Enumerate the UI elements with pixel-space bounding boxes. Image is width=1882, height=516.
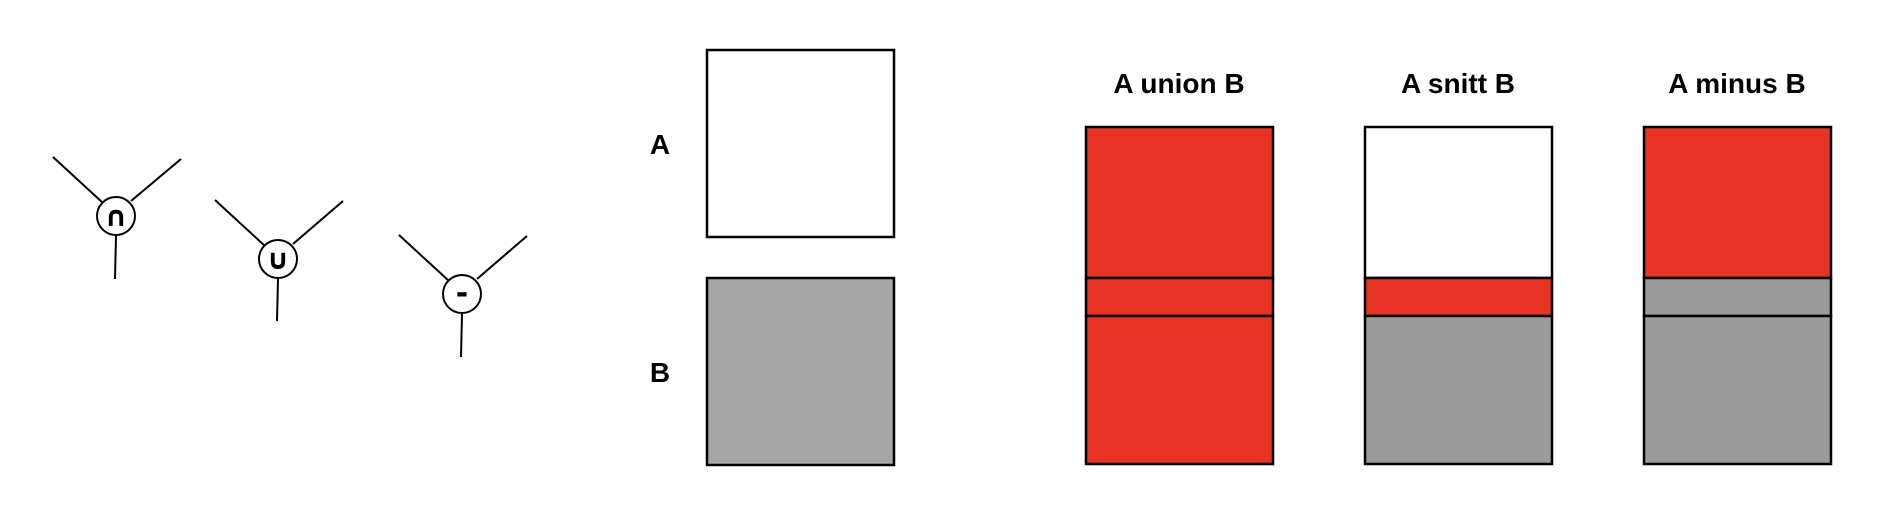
result-segment-middle bbox=[1084, 276, 1275, 318]
result-title: A snitt B bbox=[1401, 68, 1515, 99]
union-icon: ∪ bbox=[267, 243, 290, 276]
result-intersection: A snitt B bbox=[1363, 68, 1554, 466]
result-minus: A minus B bbox=[1642, 68, 1833, 466]
result-title: A union B bbox=[1113, 68, 1244, 99]
operator-node-intersection: ∩ bbox=[52, 156, 182, 280]
input-edge-left bbox=[52, 156, 104, 204]
output-edge-right bbox=[476, 235, 528, 280]
set-b-label: B bbox=[650, 357, 670, 388]
result-segment-bottom bbox=[1642, 314, 1833, 466]
minus-icon: - bbox=[456, 276, 468, 311]
input-edge-left bbox=[398, 234, 450, 282]
operator-node-minus: - bbox=[398, 234, 528, 358]
operator-node-union: ∪ bbox=[214, 199, 344, 322]
result-segment-top bbox=[1642, 125, 1833, 280]
operator-circle bbox=[96, 196, 136, 236]
input-edge-right bbox=[130, 158, 182, 202]
result-title: A minus B bbox=[1668, 68, 1805, 99]
input-sets: A B bbox=[650, 48, 896, 467]
set-b-box bbox=[705, 276, 896, 467]
output-edge bbox=[276, 278, 279, 322]
input-edge-left bbox=[214, 199, 266, 247]
result-segment-middle bbox=[1363, 276, 1554, 318]
result-segment-top bbox=[1084, 125, 1275, 280]
result-segment-top bbox=[1363, 125, 1554, 280]
result-segment-bottom bbox=[1084, 314, 1275, 466]
intersection-icon: ∩ bbox=[105, 200, 128, 233]
output-edge bbox=[460, 313, 463, 358]
operator-circle bbox=[442, 274, 482, 314]
set-a-box bbox=[705, 48, 896, 239]
result-union: A union B bbox=[1084, 68, 1275, 466]
operator-circle bbox=[258, 239, 298, 279]
input-edge-right bbox=[292, 200, 344, 245]
result-segment-middle bbox=[1642, 276, 1833, 318]
set-a-label: A bbox=[650, 129, 670, 160]
result-segment-bottom bbox=[1363, 314, 1554, 466]
output-edge bbox=[114, 235, 117, 280]
